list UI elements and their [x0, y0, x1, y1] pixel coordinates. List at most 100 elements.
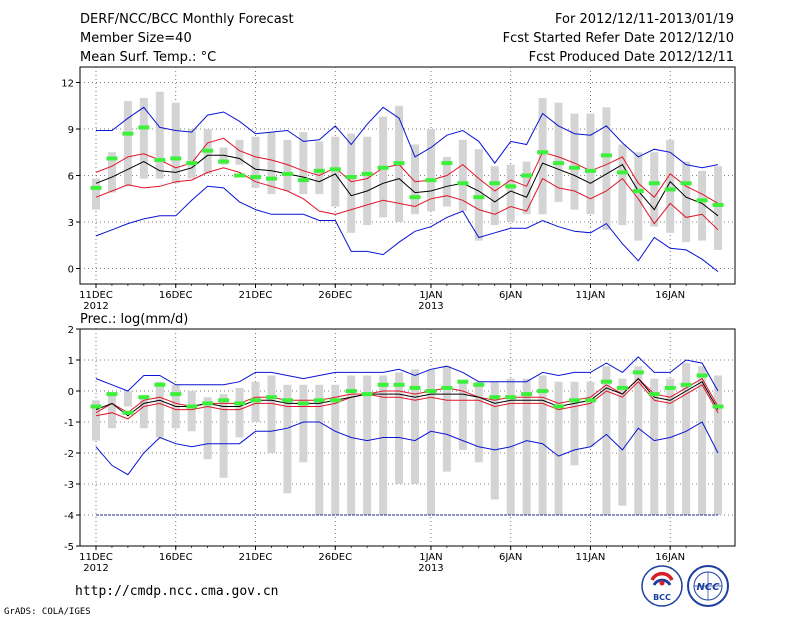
x-tick-label: 16JAN: [655, 552, 685, 563]
obs-marker: [138, 395, 149, 399]
y-tick-label: 6: [68, 172, 74, 183]
obs-marker: [713, 203, 724, 207]
obs-marker: [266, 395, 277, 399]
ensemble-box: [698, 366, 706, 515]
obs-marker: [394, 383, 405, 387]
x-tick-label: 16DEC: [159, 552, 193, 563]
ensemble-box: [395, 372, 403, 484]
obs-marker: [553, 405, 564, 409]
ensemble-box: [347, 134, 355, 233]
ensemble-box: [156, 382, 164, 438]
obs-marker: [441, 386, 452, 390]
obs-marker: [697, 198, 708, 202]
ensemble-box: [188, 129, 196, 179]
obs-marker: [186, 405, 197, 409]
ensemble-box: [267, 132, 275, 194]
obs-marker: [537, 389, 548, 393]
y-tick-label: -3: [64, 480, 74, 491]
y-tick-label: 9: [68, 125, 74, 136]
forecast-period: For 2012/12/11-2013/01/19: [555, 12, 734, 27]
x-tick-label: 6JAN: [499, 552, 522, 563]
x-tick-label: 21DEC: [239, 290, 273, 301]
obs-marker: [585, 398, 596, 402]
ensemble-box: [571, 382, 579, 466]
x-tick-year: 2013: [418, 563, 443, 574]
y-tick-label: 0: [68, 387, 74, 398]
obs-marker: [154, 158, 165, 162]
ensemble-box: [555, 382, 563, 515]
bcc-logo: BCC: [642, 566, 682, 606]
obs-marker: [617, 386, 628, 390]
obs-marker: [106, 156, 117, 160]
obs-marker: [665, 386, 676, 390]
obs-marker: [122, 411, 133, 415]
y-tick-label: 0: [68, 265, 74, 276]
obs-marker: [186, 161, 197, 165]
ensemble-box: [236, 388, 244, 438]
y-tick-label: -5: [64, 542, 74, 553]
ensemble-box: [634, 366, 642, 515]
obs-marker: [681, 383, 692, 387]
obs-marker: [362, 172, 373, 176]
obs-marker: [697, 374, 708, 378]
obs-marker: [234, 174, 245, 178]
obs-marker: [250, 175, 261, 179]
x-tick-label: 6JAN: [499, 290, 522, 301]
obs-marker: [91, 405, 102, 409]
obs-marker: [282, 172, 293, 176]
obs-marker: [234, 401, 245, 405]
ensemble-box: [108, 394, 116, 428]
obs-marker: [489, 395, 500, 399]
obs-marker: [170, 156, 181, 160]
x-tick-label: 11DEC: [79, 552, 113, 563]
obs-marker: [122, 132, 133, 136]
obs-marker: [473, 195, 484, 199]
obs-marker: [649, 181, 660, 185]
obs-marker: [314, 398, 325, 402]
obs-marker: [649, 392, 660, 396]
ensemble-box: [124, 101, 132, 186]
x-tick-label: 1JAN: [419, 552, 442, 563]
obs-marker: [569, 166, 580, 170]
forecast-produced-date: Fcst Produced Date 2012/12/11: [529, 50, 734, 65]
obs-marker: [410, 195, 421, 199]
obs-marker: [250, 398, 261, 402]
ensemble-box: [650, 152, 658, 226]
x-tick-label: 26DEC: [318, 290, 352, 301]
obs-marker: [569, 398, 580, 402]
obs-marker: [473, 383, 484, 387]
obs-marker: [713, 405, 724, 409]
precip-variable-label: Prec.: log(mm/d): [80, 312, 188, 327]
obs-marker: [601, 380, 612, 384]
obs-marker: [138, 125, 149, 129]
obs-marker: [457, 380, 468, 384]
footer-url[interactable]: http://cmdp.ncc.cma.gov.cn: [75, 584, 279, 599]
obs-marker: [505, 184, 516, 188]
ensemble-box: [650, 379, 658, 515]
x-tick-label: 26DEC: [318, 552, 352, 563]
ensemble-box: [682, 162, 690, 243]
obs-marker: [218, 398, 229, 402]
member-size-label: Member Size=40: [80, 31, 192, 46]
obs-marker: [362, 392, 373, 396]
bcc-logo-text: BCC: [653, 593, 671, 602]
x-tick-label: 16JAN: [655, 290, 685, 301]
y-tick-label: 2: [68, 325, 74, 336]
obs-marker: [298, 401, 309, 405]
grads-credit: GrADS: COLA/IGES: [4, 607, 91, 617]
obs-marker: [218, 160, 229, 164]
ensemble-box: [188, 391, 196, 431]
ensemble-box: [363, 137, 371, 225]
obs-marker: [282, 398, 293, 402]
obs-marker: [633, 370, 644, 374]
obs-marker: [489, 181, 500, 185]
obs-marker: [346, 389, 357, 393]
obs-marker: [681, 181, 692, 185]
x-tick-label: 11DEC: [79, 290, 113, 301]
y-tick-label: 3: [68, 218, 74, 229]
obs-marker: [633, 189, 644, 193]
ensemble-box: [124, 391, 132, 407]
ensemble-box: [475, 382, 483, 463]
